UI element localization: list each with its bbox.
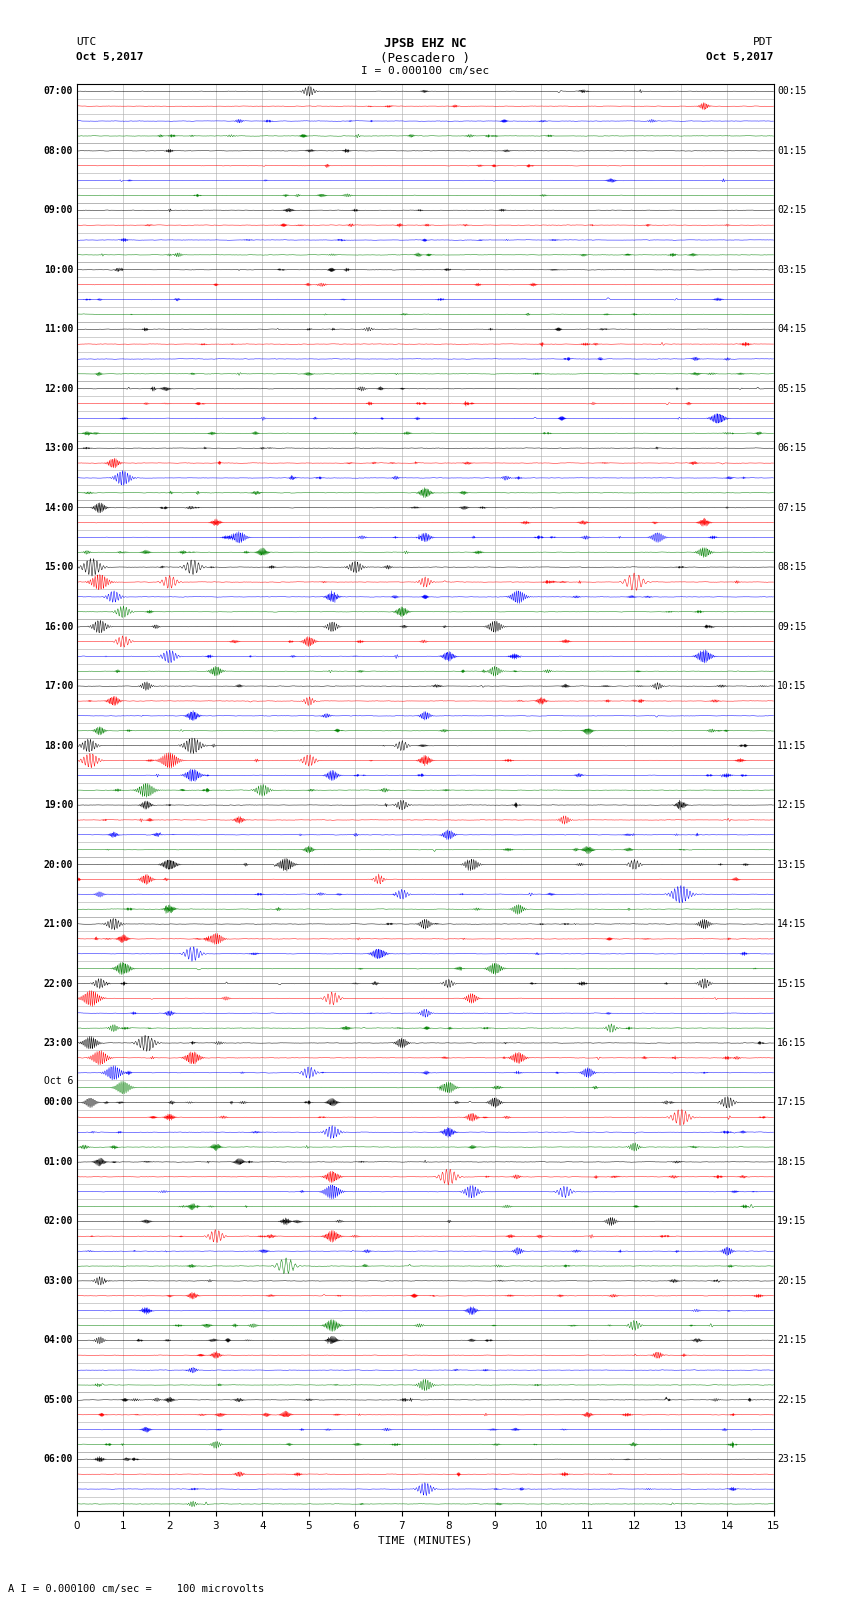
Text: 02:15: 02:15: [777, 205, 807, 215]
Text: 21:00: 21:00: [43, 919, 73, 929]
Text: 10:00: 10:00: [43, 265, 73, 274]
Text: 03:00: 03:00: [43, 1276, 73, 1286]
Text: 11:00: 11:00: [43, 324, 73, 334]
Text: 01:15: 01:15: [777, 145, 807, 156]
Text: 01:00: 01:00: [43, 1157, 73, 1166]
Text: 06:15: 06:15: [777, 444, 807, 453]
Text: 09:15: 09:15: [777, 621, 807, 632]
Text: 00:15: 00:15: [777, 87, 807, 97]
Text: 13:00: 13:00: [43, 444, 73, 453]
Text: 08:15: 08:15: [777, 563, 807, 573]
Text: 00:00: 00:00: [43, 1097, 73, 1108]
Text: 12:15: 12:15: [777, 800, 807, 810]
Text: 14:00: 14:00: [43, 503, 73, 513]
Text: 05:15: 05:15: [777, 384, 807, 394]
X-axis label: TIME (MINUTES): TIME (MINUTES): [377, 1536, 473, 1545]
Text: 16:00: 16:00: [43, 621, 73, 632]
Text: 17:00: 17:00: [43, 681, 73, 690]
Text: 22:00: 22:00: [43, 979, 73, 989]
Text: 19:15: 19:15: [777, 1216, 807, 1226]
Text: 06:00: 06:00: [43, 1455, 73, 1465]
Text: (Pescadero ): (Pescadero ): [380, 52, 470, 65]
Text: 02:00: 02:00: [43, 1216, 73, 1226]
Text: A I = 0.000100 cm/sec =    100 microvolts: A I = 0.000100 cm/sec = 100 microvolts: [8, 1584, 264, 1594]
Text: 23:15: 23:15: [777, 1455, 807, 1465]
Text: 04:00: 04:00: [43, 1336, 73, 1345]
Text: PDT: PDT: [753, 37, 774, 47]
Text: 03:15: 03:15: [777, 265, 807, 274]
Text: 07:15: 07:15: [777, 503, 807, 513]
Text: 13:15: 13:15: [777, 860, 807, 869]
Text: 15:00: 15:00: [43, 563, 73, 573]
Text: Oct 6: Oct 6: [43, 1076, 73, 1086]
Text: I = 0.000100 cm/sec: I = 0.000100 cm/sec: [361, 66, 489, 76]
Text: JPSB EHZ NC: JPSB EHZ NC: [383, 37, 467, 50]
Text: 14:15: 14:15: [777, 919, 807, 929]
Text: 04:15: 04:15: [777, 324, 807, 334]
Text: 15:15: 15:15: [777, 979, 807, 989]
Text: 17:15: 17:15: [777, 1097, 807, 1108]
Text: 18:15: 18:15: [777, 1157, 807, 1166]
Text: 20:15: 20:15: [777, 1276, 807, 1286]
Text: 21:15: 21:15: [777, 1336, 807, 1345]
Text: 23:00: 23:00: [43, 1039, 73, 1048]
Text: 08:00: 08:00: [43, 145, 73, 156]
Text: 19:00: 19:00: [43, 800, 73, 810]
Text: 20:00: 20:00: [43, 860, 73, 869]
Text: 10:15: 10:15: [777, 681, 807, 690]
Text: 22:15: 22:15: [777, 1395, 807, 1405]
Text: 07:00: 07:00: [43, 87, 73, 97]
Text: Oct 5,2017: Oct 5,2017: [706, 52, 774, 61]
Text: Oct 5,2017: Oct 5,2017: [76, 52, 144, 61]
Text: 11:15: 11:15: [777, 740, 807, 750]
Text: UTC: UTC: [76, 37, 97, 47]
Text: 18:00: 18:00: [43, 740, 73, 750]
Text: 05:00: 05:00: [43, 1395, 73, 1405]
Text: 09:00: 09:00: [43, 205, 73, 215]
Text: 12:00: 12:00: [43, 384, 73, 394]
Text: 16:15: 16:15: [777, 1039, 807, 1048]
